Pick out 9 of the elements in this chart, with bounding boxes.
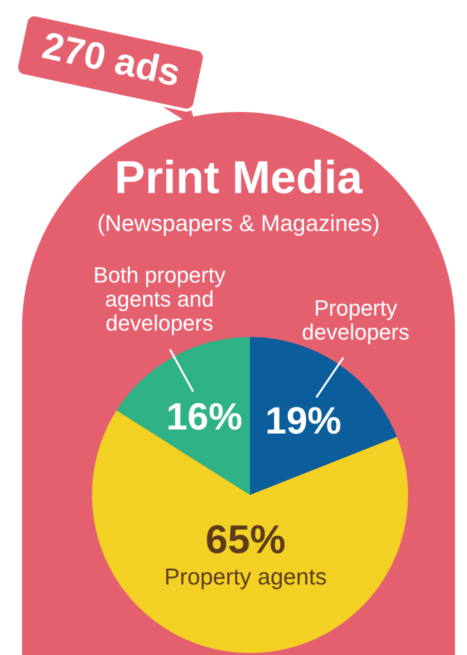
slice-label: Property developers — [302, 296, 410, 345]
slice-label: Both property agents and developers — [93, 262, 226, 336]
text: 270 ads — [13, 11, 208, 114]
data-label: 65% — [206, 518, 286, 562]
data-label: 16% — [166, 396, 242, 438]
chart-subtitle: (Newspapers & Magazines) — [96, 210, 381, 237]
slice-label: Property agents — [164, 564, 327, 590]
data-label: 19% — [265, 400, 342, 443]
chart-title: Print Media — [114, 150, 364, 204]
